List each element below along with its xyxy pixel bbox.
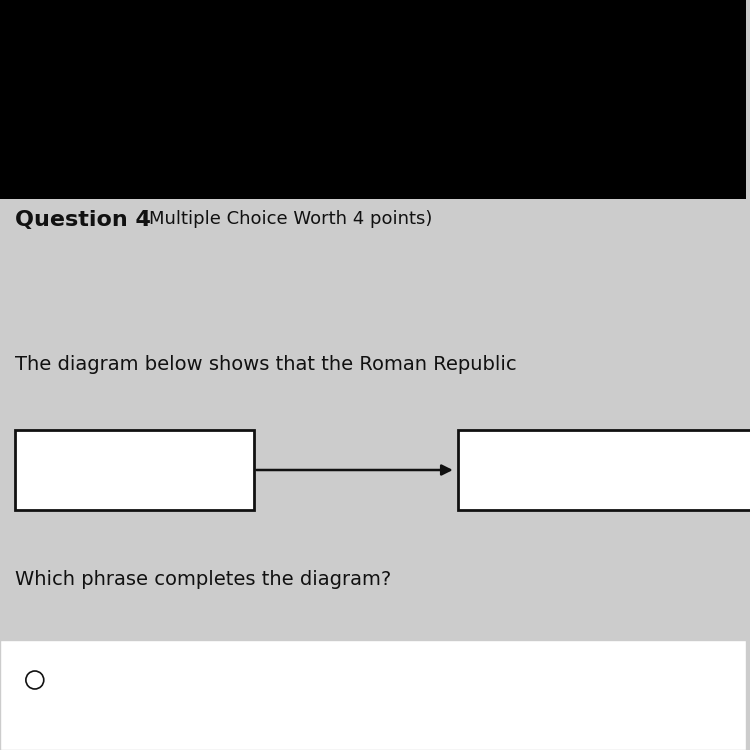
Bar [15,430,254,510]
Bar [0,0,746,199]
Bar [458,430,750,510]
Text: Which phrase completes the diagram?: Which phrase completes the diagram? [15,570,392,589]
Text: The diagram below shows that the Roman Republic: The diagram below shows that the Roman R… [15,355,517,374]
Text: Congress Veto: Congress Veto [60,670,200,689]
Text: Consul Veto: Consul Veto [55,458,157,473]
Bar [0,640,746,750]
Text: Question 4: Question 4 [15,210,151,230]
Text: (Multiple Choice Worth 4 points): (Multiple Choice Worth 4 points) [142,210,433,228]
Text: ?: ? [483,457,492,475]
